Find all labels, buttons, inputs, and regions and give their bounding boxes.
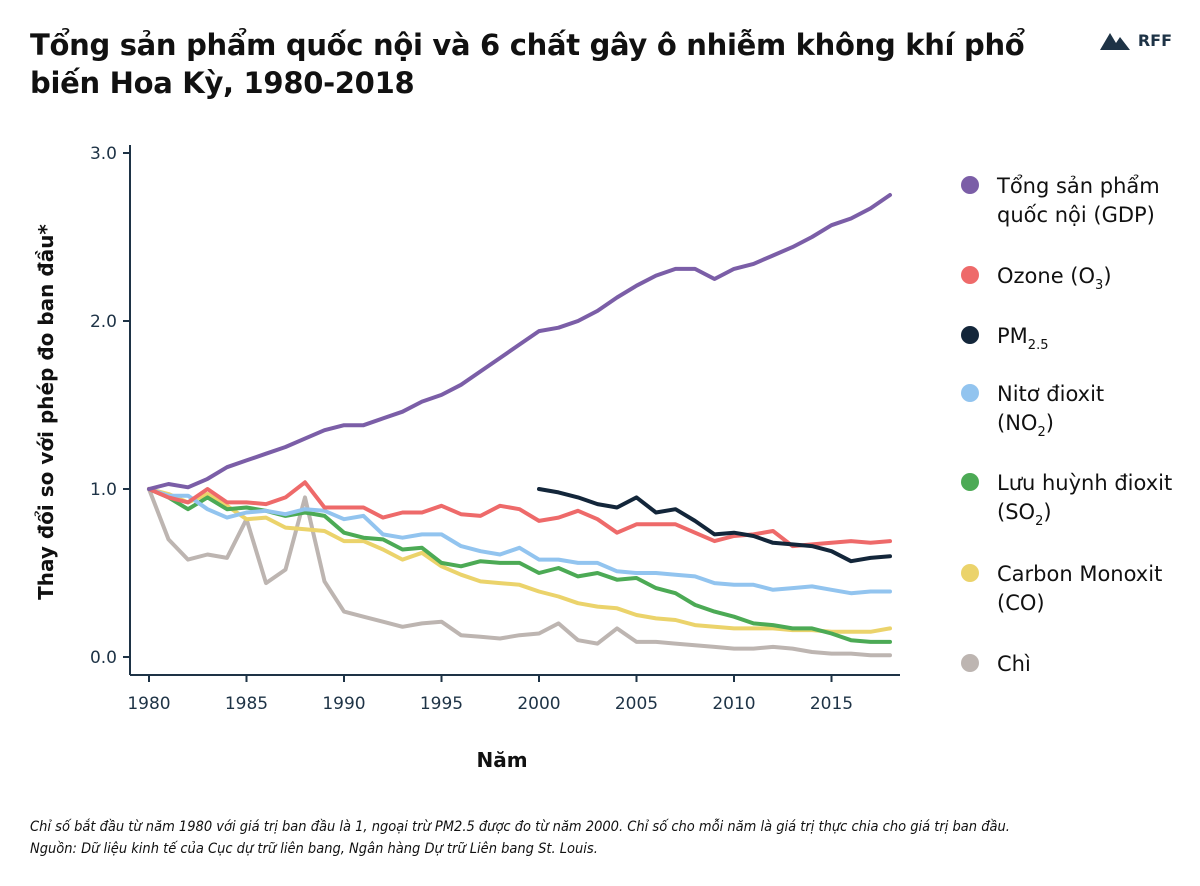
series-line-5	[147, 487, 892, 634]
line-chart: 0.0 1.0 2.0 3.0 1980 1985 1990 1995 2000 2005 201…	[34, 144, 1172, 772]
legend-label-3: (NO2)	[997, 411, 1054, 440]
x-tick-label: 1990	[322, 694, 365, 714]
series-line-2	[537, 487, 892, 564]
footnote-note: Chỉ số bắt đầu từ năm 1980 với giá trị b…	[30, 819, 1010, 835]
x-axis-title: Năm	[476, 748, 527, 772]
series-line-6	[147, 487, 892, 658]
y-tick-label: 3.0	[90, 144, 117, 164]
legend-label-5: Carbon Monoxit	[997, 562, 1162, 586]
legend-marker-4	[961, 473, 979, 491]
legend-marker-1	[961, 266, 979, 284]
series-lines	[147, 193, 892, 658]
x-tick-label: 1995	[420, 694, 463, 714]
legend-label-0: quốc nội (GDP)	[997, 203, 1155, 227]
x-tick-label: 2005	[615, 694, 658, 714]
series-line-0	[147, 193, 892, 491]
x-tick-label: 1980	[127, 694, 170, 714]
legend-label-4: Lưu huỳnh đioxit	[997, 471, 1172, 495]
logo-text: RFF	[1137, 30, 1172, 50]
footnote: Chỉ số bắt đầu từ năm 1980 với giá trị b…	[30, 816, 1190, 860]
rff-logo: RFF	[1099, 30, 1172, 50]
legend-marker-3	[961, 384, 979, 402]
legend-label-6: Chì	[997, 652, 1031, 676]
y-axis-title: Thay đổi so với phép đo ban đầu*	[34, 224, 58, 600]
legend-label-3: Nitơ đioxit	[997, 382, 1104, 406]
y-tick-label: 2.0	[90, 312, 117, 332]
x-tick-label: 2000	[517, 694, 560, 714]
legend-marker-0	[961, 176, 979, 194]
legend-marker-6	[961, 654, 979, 672]
legend-label-1: Ozone (O3)	[997, 264, 1112, 293]
legend-label-2: PM2.5	[997, 324, 1048, 353]
footnote-source: Nguồn: Dữ liệu kinh tế của Cục dự trữ li…	[30, 841, 598, 857]
x-ticks: 1980 1985 1990 1995 2000 2005 2010 2015	[127, 675, 853, 714]
y-tick-label: 0.0	[90, 648, 117, 668]
series-line-3	[147, 487, 892, 596]
mountain-logo-icon	[1099, 33, 1130, 50]
legend-label-0: Tổng sản phẩm	[996, 174, 1160, 198]
y-ticks: 0.0 1.0 2.0 3.0	[90, 144, 130, 668]
page-title: Tổng sản phẩm quốc nội và 6 chất gây ô n…	[30, 28, 1025, 100]
legend-label-4: (SO2)	[997, 500, 1052, 529]
legend-label-5: (CO)	[997, 591, 1045, 615]
legend-marker-2	[961, 326, 979, 344]
series-line-1	[147, 480, 892, 549]
legend-marker-5	[961, 564, 979, 582]
y-tick-label: 1.0	[90, 480, 117, 500]
x-tick-label: 2010	[712, 694, 755, 714]
chart-axes	[129, 145, 900, 676]
x-tick-label: 2015	[810, 694, 853, 714]
legend: Tổng sản phẩm quốc nội (GDP) Ozone (O3) PM2…	[961, 174, 1172, 676]
x-tick-label: 1985	[225, 694, 268, 714]
